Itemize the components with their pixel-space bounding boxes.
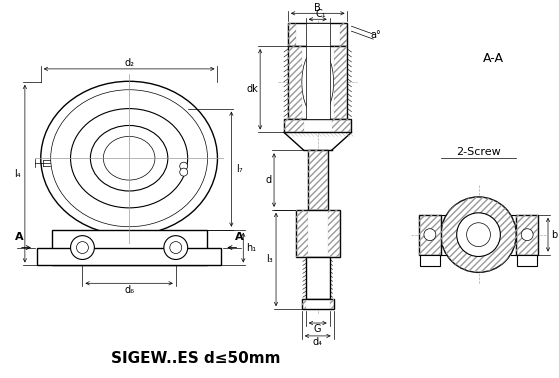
Bar xyxy=(284,119,304,132)
Bar xyxy=(330,299,334,309)
Circle shape xyxy=(521,229,533,241)
Text: l₄: l₄ xyxy=(15,169,21,179)
Bar xyxy=(288,23,296,46)
Text: 2-Screw: 2-Screw xyxy=(456,147,501,157)
Bar xyxy=(419,215,441,254)
Bar xyxy=(296,210,339,257)
Text: A: A xyxy=(235,232,244,242)
Bar xyxy=(37,248,221,265)
Text: d₂: d₂ xyxy=(124,58,134,68)
Bar xyxy=(288,46,302,119)
Bar xyxy=(517,254,537,266)
Text: dk: dk xyxy=(247,84,258,94)
Bar xyxy=(302,299,334,309)
Ellipse shape xyxy=(302,48,334,116)
Text: l₇: l₇ xyxy=(236,164,243,174)
Bar xyxy=(331,119,352,132)
Text: a°: a° xyxy=(370,30,381,40)
Ellipse shape xyxy=(70,108,188,208)
Circle shape xyxy=(424,229,436,241)
Text: A: A xyxy=(15,232,23,242)
Circle shape xyxy=(164,235,188,259)
Circle shape xyxy=(441,197,517,273)
Bar xyxy=(339,23,348,46)
Text: B: B xyxy=(314,3,321,13)
Text: b: b xyxy=(551,230,557,240)
Bar xyxy=(306,257,330,299)
Bar xyxy=(308,150,328,210)
Circle shape xyxy=(70,235,94,259)
Bar xyxy=(296,210,308,257)
Text: G: G xyxy=(314,324,321,334)
Bar xyxy=(334,46,348,119)
Bar xyxy=(306,23,330,46)
Bar xyxy=(306,46,330,119)
Text: d₄: d₄ xyxy=(312,337,323,347)
Bar xyxy=(284,119,352,132)
Text: d₆: d₆ xyxy=(124,285,134,295)
Circle shape xyxy=(170,242,182,254)
Text: d: d xyxy=(265,175,271,185)
Ellipse shape xyxy=(51,90,207,227)
Bar xyxy=(517,215,538,254)
Bar xyxy=(288,23,348,46)
Bar xyxy=(308,150,328,210)
Circle shape xyxy=(180,162,188,170)
Ellipse shape xyxy=(103,136,155,180)
Circle shape xyxy=(77,242,88,254)
Ellipse shape xyxy=(41,81,217,235)
Bar xyxy=(517,215,538,254)
Bar xyxy=(420,254,440,266)
Text: l₃: l₃ xyxy=(266,254,272,265)
Circle shape xyxy=(180,168,188,176)
Text: C₁: C₁ xyxy=(315,9,326,19)
Bar xyxy=(302,299,306,309)
Circle shape xyxy=(457,213,500,257)
Text: h₁: h₁ xyxy=(246,243,256,253)
Bar xyxy=(288,46,348,119)
Bar xyxy=(328,210,339,257)
Text: SIGEW..ES d≤50mm: SIGEW..ES d≤50mm xyxy=(111,351,281,366)
Text: A-A: A-A xyxy=(483,53,504,65)
Circle shape xyxy=(467,223,490,246)
Bar xyxy=(51,230,206,265)
Ellipse shape xyxy=(91,125,168,191)
Bar xyxy=(419,215,441,254)
